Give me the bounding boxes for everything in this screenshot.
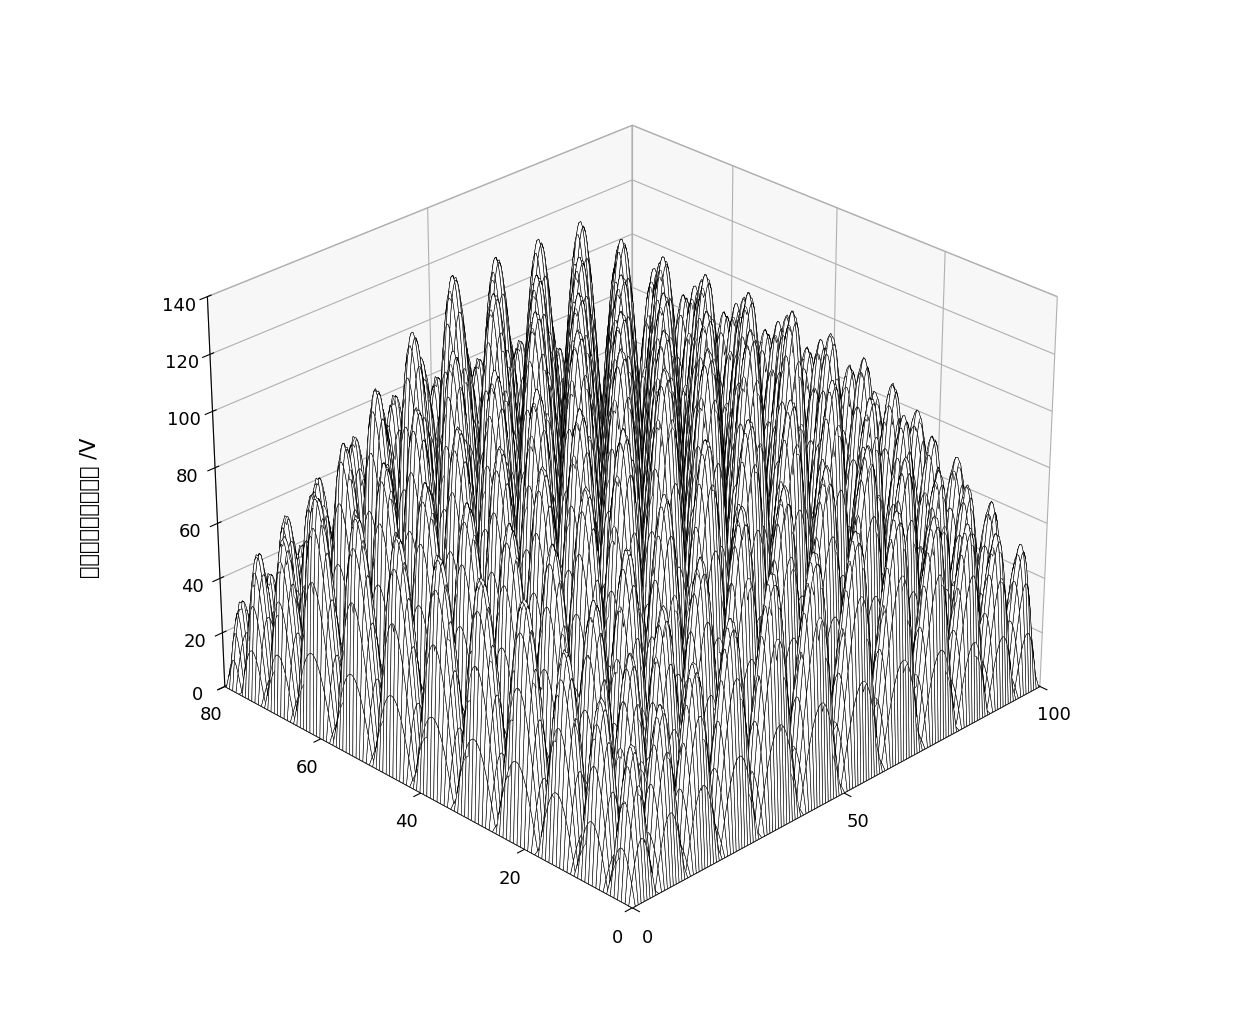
Text: 接地网地表接触电压 /V: 接地网地表接触电压 /V — [79, 438, 99, 578]
